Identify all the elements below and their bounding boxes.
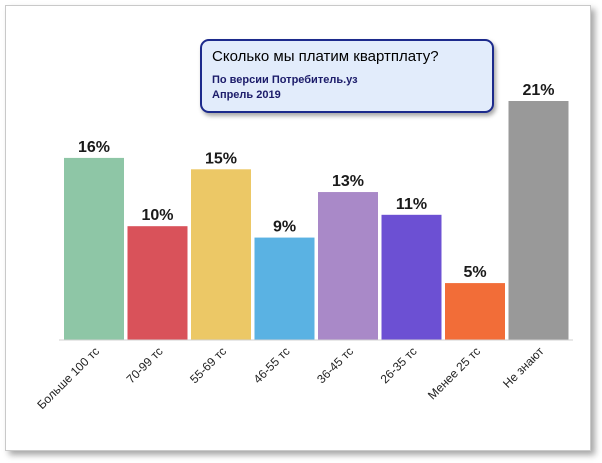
category-label-5: 36-45 тс [314,344,356,386]
chart-title: Сколько мы платим квартплату? [212,48,439,65]
category-label-1: Больше 100 тс [34,344,102,412]
bars-group [64,101,569,340]
chart-subtitle-source: По версии Потребитель.уз [212,74,358,86]
value-label-5: 13% [332,173,364,190]
category-label-7: Менее 25 тс [425,344,483,402]
bar-8 [508,101,569,340]
bar-5 [318,192,378,340]
category-label-6: 26-35 тс [378,344,420,386]
bar-2 [127,226,188,340]
value-label-2: 10% [141,207,173,224]
category-label-8: Не знают [500,344,547,391]
value-label-3: 15% [205,150,237,167]
bar-6 [381,214,442,340]
value-label-4: 9% [273,219,296,236]
chart-frame: 16% 10% 15% 9% 13% 11% 5% 21% Больше 100 тс 70-9… [5,5,591,451]
category-label-2: 70-99 тс [124,344,166,386]
bar-7 [445,283,505,340]
value-label-7: 5% [463,264,486,281]
value-label-6: 11% [396,196,427,213]
category-label-3: 55-69 тс [187,344,229,386]
category-labels-group: Больше 100 тс 70-99 тс 55-69 тс 46-55 тс 36-… [34,344,547,412]
bar-4 [254,237,315,340]
chart-subtitle-date: Апрель 2019 [212,89,281,101]
title-box: Сколько мы платим квартплату? По версии … [200,39,494,113]
bar-1 [64,157,124,340]
category-label-4: 46-55 тс [251,344,293,386]
value-label-1: 16% [78,139,110,156]
value-labels-group: 16% 10% 15% 9% 13% 11% 5% 21% [78,82,555,281]
value-label-8: 21% [522,82,554,99]
bar-chart: 16% 10% 15% 9% 13% 11% 5% 21% Больше 100 тс 70-9… [34,82,573,412]
bar-3 [191,169,251,340]
